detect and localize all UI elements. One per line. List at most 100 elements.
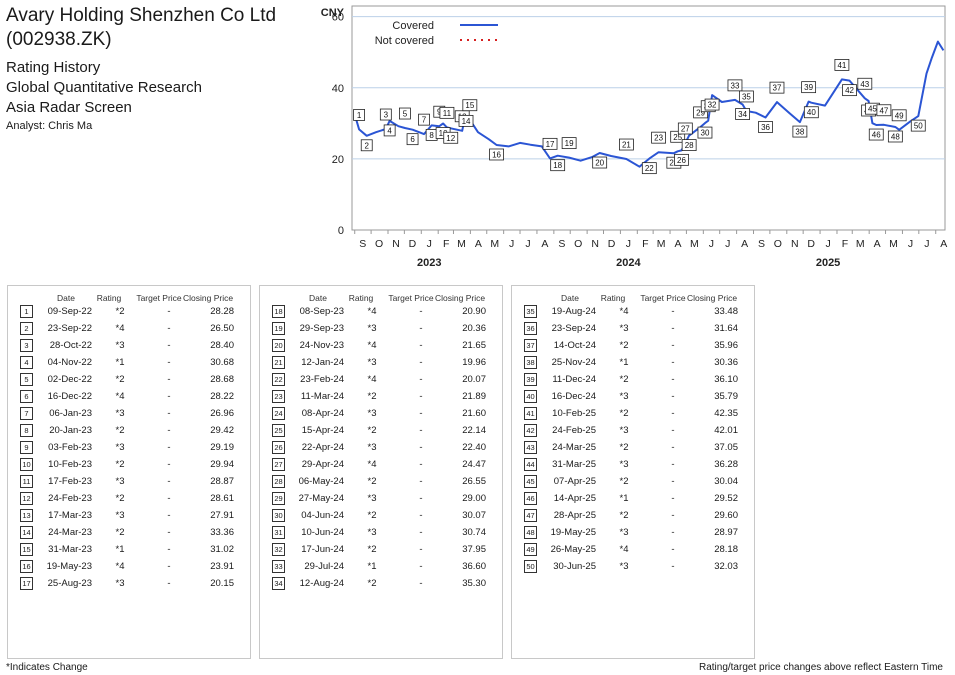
rating-marker-box bbox=[857, 77, 873, 90]
header-rating: Rating bbox=[600, 293, 626, 303]
table-row: 37 14-Oct-24 *2 - 35.96 bbox=[512, 338, 754, 355]
table-row: 15 31-Mar-23 *1 - 31.02 bbox=[8, 542, 250, 559]
closing-price: 29.52 bbox=[714, 493, 738, 504]
closing-price: 21.60 bbox=[462, 408, 486, 419]
rating-number: 50 bbox=[524, 560, 537, 573]
target-price: - bbox=[419, 476, 423, 487]
rating-marker-box bbox=[651, 131, 666, 144]
target-price: - bbox=[419, 493, 423, 504]
rating-number: 4 bbox=[20, 356, 33, 369]
rating-marker-label: 14 bbox=[462, 117, 471, 126]
rating-date: 19-Aug-24 bbox=[551, 306, 596, 317]
header-closing: Closing Price bbox=[435, 293, 486, 303]
rating-value: *1 bbox=[115, 357, 125, 368]
month-label: O bbox=[375, 238, 383, 250]
rating-date: 24-Feb-23 bbox=[48, 493, 92, 504]
rating-number: 31 bbox=[272, 526, 285, 539]
month-label: J bbox=[725, 238, 730, 250]
rating-marker: 47 bbox=[876, 104, 892, 117]
rating-value: *1 bbox=[367, 561, 377, 572]
closing-price: 33.48 bbox=[714, 306, 738, 317]
rating-marker: 43 bbox=[857, 77, 873, 90]
table-row: 48 19-May-25 *3 - 28.97 bbox=[512, 525, 754, 542]
target-price: - bbox=[671, 357, 675, 368]
rating-date: 27-May-24 bbox=[298, 493, 344, 504]
rating-marker: 12 bbox=[443, 131, 459, 144]
rating-marker: 33 bbox=[727, 79, 743, 92]
rating-value: *3 bbox=[619, 425, 629, 436]
rating-marker-box bbox=[876, 104, 892, 117]
target-price: - bbox=[671, 425, 675, 436]
rating-date: 12-Jan-24 bbox=[301, 357, 344, 368]
rating-date: 04-Jun-24 bbox=[301, 510, 344, 521]
table-row: 19 29-Sep-23 *3 - 20.36 bbox=[260, 321, 502, 338]
month-label: S bbox=[558, 238, 565, 250]
header-target: Target Price bbox=[640, 293, 686, 303]
rating-marker-box bbox=[868, 128, 884, 141]
table-row: 5 02-Dec-22 *2 - 28.68 bbox=[8, 372, 250, 389]
target-price: - bbox=[419, 544, 423, 555]
rating-value: *2 bbox=[367, 510, 377, 521]
rating-marker-label: 21 bbox=[622, 141, 631, 150]
month-label: O bbox=[574, 238, 582, 250]
analyst-name: Analyst: Chris Ma bbox=[6, 120, 93, 132]
month-label: A bbox=[541, 238, 548, 250]
report-header: Avary Holding Shenzhen Co Ltd (002938.ZK… bbox=[6, 4, 276, 134]
target-price: - bbox=[167, 425, 171, 436]
rating-value: *2 bbox=[115, 306, 125, 317]
month-label: A bbox=[741, 238, 748, 250]
rating-marker-box bbox=[379, 108, 392, 121]
table-row: 42 24-Feb-25 *3 - 42.01 bbox=[512, 423, 754, 440]
target-price: - bbox=[419, 391, 423, 402]
rating-marker-box bbox=[739, 90, 754, 103]
rating-marker-label: 19 bbox=[565, 139, 574, 148]
table-row: 33 29-Jul-24 *1 - 36.60 bbox=[260, 559, 502, 576]
closing-price: 32.03 bbox=[714, 561, 738, 572]
ticker: (002938.ZK) bbox=[6, 29, 112, 50]
rating-number: 15 bbox=[20, 543, 33, 556]
rating-marker: 4 bbox=[383, 124, 396, 137]
rating-marker-label: 28 bbox=[685, 141, 694, 150]
rating-value: *2 bbox=[619, 408, 629, 419]
rating-date: 24-Feb-25 bbox=[552, 425, 596, 436]
closing-price: 28.22 bbox=[210, 391, 234, 402]
closing-price: 30.36 bbox=[714, 357, 738, 368]
table-header: Date Rating Target Price Closing Price bbox=[260, 293, 502, 305]
closing-price: 26.50 bbox=[210, 323, 234, 334]
y-tick-label: 60 bbox=[332, 12, 344, 24]
closing-price: 31.64 bbox=[714, 323, 738, 334]
target-price: - bbox=[167, 459, 171, 470]
month-label: J bbox=[427, 238, 432, 250]
year-label: 2024 bbox=[616, 257, 641, 269]
rating-marker-box bbox=[693, 106, 708, 119]
table-row: 23 11-Mar-24 *2 - 21.89 bbox=[260, 389, 502, 406]
rating-date: 15-Apr-24 bbox=[301, 425, 344, 436]
month-label: A bbox=[675, 238, 682, 250]
rating-marker-label: 23 bbox=[654, 134, 663, 143]
rating-number: 44 bbox=[524, 458, 537, 471]
y-tick-label: 40 bbox=[332, 83, 344, 95]
rating-date: 24-Nov-23 bbox=[299, 340, 344, 351]
target-price: - bbox=[167, 442, 171, 453]
table-row: 1 09-Sep-22 *2 - 28.28 bbox=[8, 304, 250, 321]
target-price: - bbox=[167, 476, 171, 487]
rating-number: 33 bbox=[272, 560, 285, 573]
rating-date: 25-Aug-23 bbox=[47, 578, 92, 589]
target-price: - bbox=[671, 374, 675, 385]
month-label: S bbox=[758, 238, 765, 250]
rating-value: *2 bbox=[115, 425, 125, 436]
table-row: 38 25-Nov-24 *1 - 30.36 bbox=[512, 355, 754, 372]
rating-marker: 7 bbox=[418, 113, 430, 126]
rating-number: 40 bbox=[524, 390, 537, 403]
header-target: Target Price bbox=[136, 293, 182, 303]
closing-price: 22.14 bbox=[462, 425, 486, 436]
month-label: J bbox=[825, 238, 830, 250]
rating-number: 10 bbox=[20, 458, 33, 471]
table-row: 9 03-Feb-23 *3 - 29.19 bbox=[8, 440, 250, 457]
rating-value: *4 bbox=[115, 391, 125, 402]
rating-date: 04-Nov-22 bbox=[47, 357, 92, 368]
rating-marker: 1 bbox=[353, 109, 365, 121]
rating-date: 29-Jul-24 bbox=[304, 561, 344, 572]
rating-marker-label: 12 bbox=[446, 134, 455, 143]
rating-number: 25 bbox=[272, 424, 285, 437]
